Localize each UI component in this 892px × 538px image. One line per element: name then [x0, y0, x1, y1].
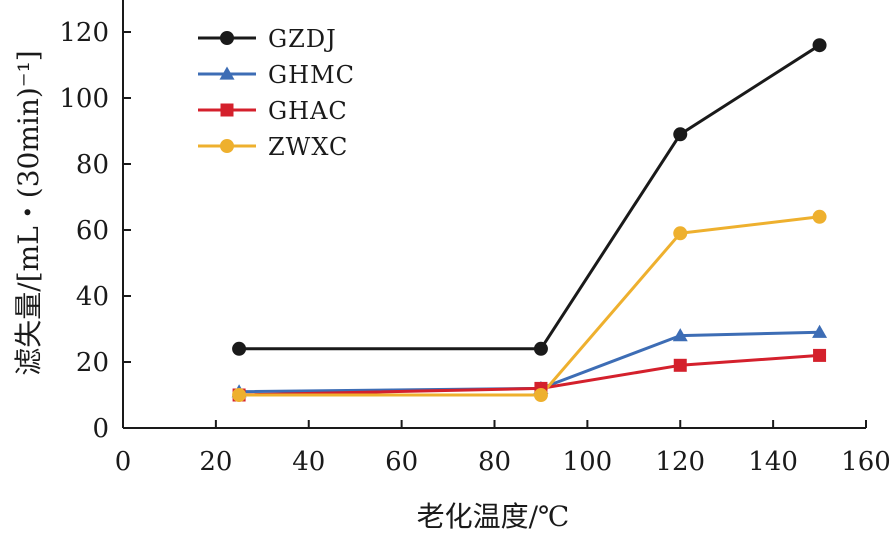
tick-labels: 0 20 40 60 80 100 120 140 160 0 20 40 60 80 100 120	[59, 18, 890, 477]
y-tick-label: 100	[59, 84, 109, 114]
legend-swatch-marker	[219, 66, 235, 80]
y-tick-label: 60	[76, 216, 109, 246]
legend-swatch-marker	[220, 31, 234, 45]
x-tick-label: 120	[655, 447, 705, 477]
series-markers	[231, 38, 828, 402]
x-tick-label: 0	[115, 447, 132, 477]
x-axis-title: 老化温度/℃	[417, 500, 570, 533]
legend-label: GHMC	[268, 61, 355, 89]
data-point-gzdj	[812, 38, 827, 53]
data-point-gzdj	[232, 341, 247, 356]
data-point-gzdj	[533, 341, 548, 356]
legend-label: ZWXC	[268, 133, 348, 161]
legend-item-zwxc: ZWXC	[198, 133, 348, 161]
series-line-zwxc	[239, 215, 820, 397]
series-line-ghac	[239, 353, 820, 397]
y-tick-label: 40	[76, 282, 109, 312]
y-tick-label: 80	[76, 150, 109, 180]
data-point-ghac	[673, 358, 687, 372]
y-tick-label: 20	[76, 348, 109, 378]
data-point-zwxc	[812, 209, 827, 224]
legend-label: GHAC	[268, 97, 348, 125]
y-axis-title: 滤失量/[mL・(30min)⁻¹]	[12, 50, 45, 375]
axes	[122, 0, 867, 429]
y-tick-label: 0	[92, 414, 109, 444]
legend-swatch-marker	[220, 103, 234, 117]
series-line-ghmc	[239, 330, 820, 394]
x-tick-label: 140	[748, 447, 798, 477]
y-tick-label: 120	[59, 18, 109, 48]
data-point-gzdj	[673, 127, 688, 142]
legend: GZDJ GHMC GHAC ZWXC	[198, 25, 355, 161]
x-tick-label: 160	[841, 447, 891, 477]
legend-item-ghmc: GHMC	[198, 61, 355, 89]
legend-swatch-marker	[220, 139, 234, 153]
data-point-zwxc	[533, 388, 548, 402]
x-tick-label: 80	[478, 447, 511, 477]
x-tick-label: 40	[292, 447, 325, 477]
series-lines	[239, 43, 821, 397]
series-line-gzdj	[239, 43, 821, 351]
data-point-ghac	[813, 348, 827, 362]
legend-label: GZDJ	[268, 25, 337, 53]
data-point-ghmc	[812, 324, 828, 338]
x-tick-label: 20	[199, 447, 232, 477]
x-tick-label: 100	[563, 447, 613, 477]
legend-item-gzdj: GZDJ	[198, 25, 337, 53]
data-point-zwxc	[232, 388, 247, 402]
legend-item-ghac: GHAC	[198, 97, 348, 125]
data-point-zwxc	[673, 226, 688, 241]
data-point-ghmc	[672, 328, 688, 342]
x-tick-label: 60	[385, 447, 418, 477]
